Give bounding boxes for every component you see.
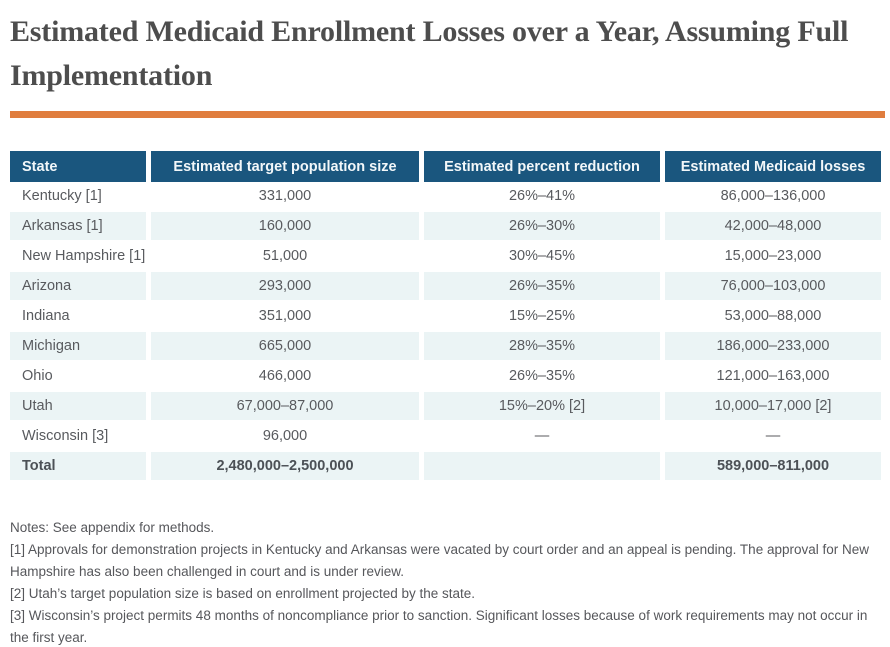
column-header-state: State xyxy=(10,151,146,182)
medicaid-losses-table: State Estimated target population size E… xyxy=(10,151,881,482)
population-cell: 96,000 xyxy=(146,422,419,452)
table-row: Michigan 665,000 28%–35% 186,000–233,000 xyxy=(10,332,881,362)
reduction-cell: 26%–30% xyxy=(419,212,660,242)
population-cell: 293,000 xyxy=(146,272,419,302)
reduction-cell: 30%–45% xyxy=(419,242,660,272)
note-line: Notes: See appendix for methods. xyxy=(10,520,215,535)
population-cell: 466,000 xyxy=(146,362,419,392)
state-cell: Wisconsin [3] xyxy=(10,422,146,452)
losses-cell: 53,000–88,000 xyxy=(660,302,881,332)
reduction-cell: 26%–35% xyxy=(419,272,660,302)
reduction-cell: 28%–35% xyxy=(419,332,660,362)
state-cell: New Hampshire [1] xyxy=(10,242,146,272)
column-header-losses: Estimated Medicaid losses xyxy=(660,151,881,182)
table-row: Indiana 351,000 15%–25% 53,000–88,000 xyxy=(10,302,881,332)
reduction-cell: — xyxy=(419,422,660,452)
note-line: [1] Approvals for demonstration projects… xyxy=(10,542,869,579)
table-row: Ohio 466,000 26%–35% 121,000–163,000 xyxy=(10,362,881,392)
state-cell: Michigan xyxy=(10,332,146,362)
state-cell: Utah xyxy=(10,392,146,422)
losses-cell: 121,000–163,000 xyxy=(660,362,881,392)
table-row: Kentucky [1] 331,000 26%–41% 86,000–136,… xyxy=(10,182,881,212)
column-header-population: Estimated target population size xyxy=(146,151,419,182)
state-cell: Arkansas [1] xyxy=(10,212,146,242)
note-line: [3] Wisconsin’s project permits 48 month… xyxy=(10,608,868,645)
population-cell: 67,000–87,000 xyxy=(146,392,419,422)
notes: Notes: See appendix for methods. [1] App… xyxy=(10,517,882,647)
population-cell: 51,000 xyxy=(146,242,419,272)
losses-cell: 86,000–136,000 xyxy=(660,182,881,212)
note-line: [2] Utah’s target population size is bas… xyxy=(10,586,476,601)
page-title: Estimated Medicaid Enrollment Losses ove… xyxy=(10,15,849,92)
total-row: Total 2,480,000–2,500,000 589,000–811,00… xyxy=(10,452,881,482)
losses-cell: 76,000–103,000 xyxy=(660,272,881,302)
table-header-row: State Estimated target population size E… xyxy=(10,151,881,182)
losses-cell: 15,000–23,000 xyxy=(660,242,881,272)
reduction-cell: 26%–41% xyxy=(419,182,660,212)
table-row: Arkansas [1] 160,000 26%–30% 42,000–48,0… xyxy=(10,212,881,242)
reduction-cell: 15%–20% [2] xyxy=(419,392,660,422)
losses-cell: 42,000–48,000 xyxy=(660,212,881,242)
population-cell: 665,000 xyxy=(146,332,419,362)
state-cell: Indiana xyxy=(10,302,146,332)
losses-cell: 186,000–233,000 xyxy=(660,332,881,362)
state-cell: Kentucky [1] xyxy=(10,182,146,212)
population-cell: 160,000 xyxy=(146,212,419,242)
total-reduction-cell xyxy=(419,452,660,482)
table-row: New Hampshire [1] 51,000 30%–45% 15,000–… xyxy=(10,242,881,272)
reduction-cell: 15%–25% xyxy=(419,302,660,332)
total-losses-cell: 589,000–811,000 xyxy=(660,452,881,482)
reduction-cell: 26%–35% xyxy=(419,362,660,392)
losses-cell: — xyxy=(660,422,881,452)
state-cell: Arizona xyxy=(10,272,146,302)
state-cell: Ohio xyxy=(10,362,146,392)
figure-container: Estimated Medicaid Enrollment Losses ove… xyxy=(10,0,885,647)
table-row: Arizona 293,000 26%–35% 76,000–103,000 xyxy=(10,272,881,302)
total-population-cell: 2,480,000–2,500,000 xyxy=(146,452,419,482)
accent-divider xyxy=(10,111,885,118)
column-header-reduction: Estimated percent reduction xyxy=(419,151,660,182)
total-label-cell: Total xyxy=(10,452,146,482)
table-row: Utah 67,000–87,000 15%–20% [2] 10,000–17… xyxy=(10,392,881,422)
population-cell: 331,000 xyxy=(146,182,419,212)
population-cell: 351,000 xyxy=(146,302,419,332)
losses-cell: 10,000–17,000 [2] xyxy=(660,392,881,422)
table-row: Wisconsin [3] 96,000 — — xyxy=(10,422,881,452)
